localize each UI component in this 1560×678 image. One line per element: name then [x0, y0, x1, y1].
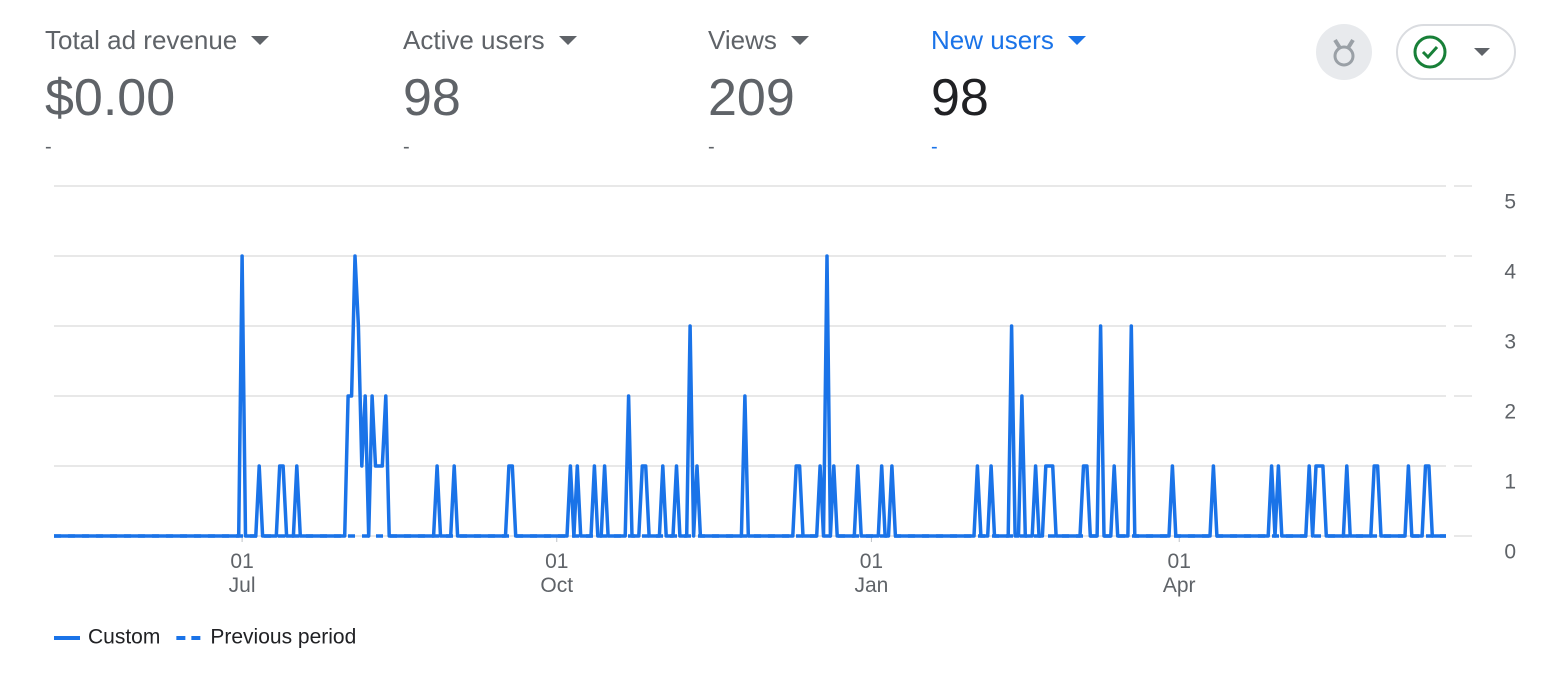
metric-label: Total ad revenue	[45, 24, 238, 55]
x-tick-label: Apr	[1163, 574, 1196, 597]
x-tick-label: 01	[545, 550, 568, 573]
y-tick-label: 2	[1504, 401, 1516, 424]
x-tick-label: 01	[1168, 550, 1191, 573]
metric-value: 98	[403, 69, 461, 127]
metric-value: $0.00	[45, 69, 176, 127]
legend-item: Previous period	[176, 626, 356, 649]
metric[interactable]: New users 98 -	[931, 22, 1086, 159]
metric-change: -	[931, 136, 938, 158]
metric-label: New users	[931, 24, 1054, 55]
y-tick-label: 3	[1504, 331, 1516, 354]
insights-button[interactable]	[1316, 24, 1372, 80]
metric[interactable]: Views 209 -	[708, 22, 809, 159]
y-tick-label: 1	[1504, 471, 1516, 494]
metric-change: -	[403, 136, 410, 158]
y-tick-label: 5	[1504, 191, 1516, 214]
metric-value: 98	[931, 69, 989, 127]
x-tick-label: Jul	[229, 574, 256, 597]
x-tick-label: 01	[860, 550, 883, 573]
metric-value: 209	[708, 69, 795, 127]
x-tick-label: 01	[230, 550, 253, 573]
metric[interactable]: Active users 98 -	[403, 22, 577, 159]
data-line	[54, 254, 1446, 538]
legend-label: Previous period	[210, 626, 356, 649]
metric-label: Views	[708, 24, 777, 55]
metric[interactable]: Total ad revenue $0.00 -	[45, 22, 270, 159]
y-tick-label: 0	[1504, 541, 1516, 564]
metric-change: -	[45, 136, 52, 158]
legend-label: Custom	[88, 626, 160, 649]
metric-change: -	[708, 136, 715, 158]
x-tick-label: Oct	[540, 574, 573, 597]
metric-label: Active users	[403, 24, 545, 55]
legend-item: Custom	[54, 626, 160, 649]
y-tick-label: 4	[1504, 261, 1516, 284]
x-tick-label: Jan	[854, 574, 888, 597]
